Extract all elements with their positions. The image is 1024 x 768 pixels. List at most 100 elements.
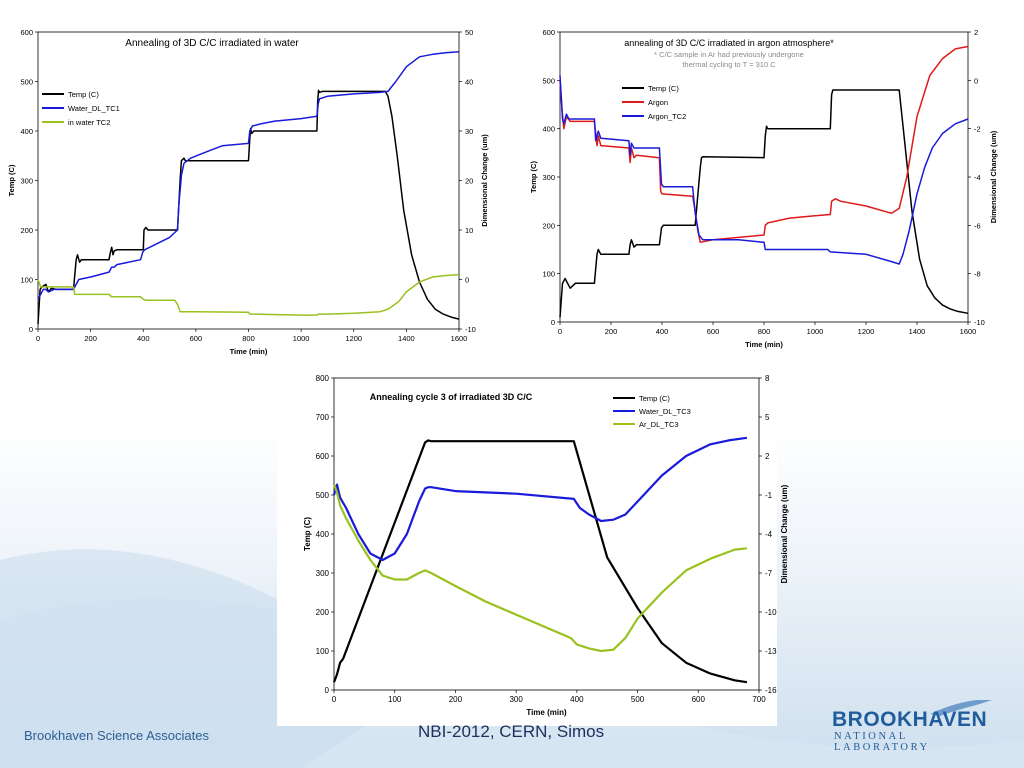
y2-tick-label: -10 [974,318,985,327]
y-tick-label: 600 [316,452,330,461]
y-axis-label: Temp (C) [7,164,16,196]
legend-label: Water_DL_TC1 [68,104,120,113]
y2-tick-label: -16 [765,686,777,695]
y-tick-label: 700 [316,413,330,422]
y2-tick-label: -10 [465,325,476,334]
x-tick-label: 1200 [345,334,362,343]
y-axis-label: Temp (C) [529,161,538,193]
y2-tick-label: -8 [974,270,981,279]
y2-tick-label: -7 [765,569,773,578]
x-tick-label: 1000 [293,334,310,343]
legend-label: Temp (C) [639,394,670,403]
logo-swoosh-icon [930,700,992,716]
y-tick-label: 0 [551,318,555,327]
brookhaven-logo: BROOKHAVEN NATIONAL LABORATORY [830,700,1005,753]
x-tick-label: 700 [752,695,766,704]
y-tick-label: 0 [29,325,33,334]
x-tick-label: 100 [388,695,402,704]
y-axis-label: Temp (C) [303,517,312,551]
y-tick-label: 800 [316,374,330,383]
series-line [559,75,969,265]
y2-tick-label: -1 [765,491,773,500]
x-tick-label: 1000 [807,327,824,336]
x-tick-label: 400 [137,334,150,343]
x-tick-label: 0 [558,327,562,336]
x-axis-label: Time (min) [745,340,783,349]
x-tick-label: 800 [242,334,255,343]
y-tick-label: 500 [20,78,33,87]
plot-area [559,31,969,323]
chart-title: Annealing of 3D C/C irradiated in water [125,38,299,49]
plot-area [37,31,460,330]
y2-tick-label: 5 [765,413,770,422]
legend-label: in water TC2 [68,118,110,127]
y-tick-label: 500 [542,76,555,85]
y2-axis-label: Dimensional Change (um) [480,134,489,227]
series-line [559,89,969,318]
y2-tick-label: 20 [465,177,473,186]
series-line [37,51,460,300]
y2-tick-label: 8 [765,374,770,383]
chart-subtitle-cont: thermal cycling to T = 310 C [682,60,776,69]
series-line [332,484,748,653]
y-tick-label: 100 [20,276,33,285]
y-tick-label: 200 [316,608,330,617]
legend-label: Argon_TC2 [648,112,686,121]
x-tick-label: 300 [509,695,523,704]
y-tick-label: 400 [316,530,330,539]
chart-argon-annealing-svg: 0 200 400 600 800 1000 1200 1400 1600 0 100 200 300 4… [529,28,998,349]
y-tick-label: 400 [542,125,555,134]
chart-argon-annealing: 0 200 400 600 800 1000 1200 1400 1600 0 100 200 300 4… [529,22,1002,353]
y2-tick-label: -10 [765,608,777,617]
y-tick-label: 100 [542,270,555,279]
x-tick-label: 0 [36,334,40,343]
chart-water-annealing: 0 200 400 600 800 1000 1200 1400 1600 0 100 200 300 4… [0,22,489,357]
x-tick-label: 1400 [398,334,415,343]
chart-title: Annealing cycle 3 of irradiated 3D C/C [370,392,533,402]
chart-annealing-cycle-3: 0 100 200 300 400 500 600 700 0 100 200 300 400 500 60… [277,368,789,726]
y-tick-label: 300 [542,173,555,182]
y2-tick-label: -2 [974,125,981,134]
logo-subtitle: NATIONAL LABORATORY [834,731,930,753]
chart-subtitle: * C/C sample in Ar had previously underg… [654,50,804,59]
y2-tick-label: 0 [465,276,469,285]
y-tick-label: 200 [20,226,33,235]
y-tick-label: 300 [20,177,33,186]
y2-tick-label: 40 [465,78,473,87]
x-axis-label: Time (min) [526,708,567,717]
legend-label: Temp (C) [648,84,679,93]
x-tick-label: 200 [84,334,97,343]
legend-label: Temp (C) [68,90,99,99]
x-tick-label: 600 [692,695,706,704]
x-tick-label: 1400 [909,327,926,336]
y-tick-label: 600 [20,28,33,37]
y2-tick-label: 30 [465,127,473,136]
footer-organization: Brookhaven Science Associates [24,728,209,743]
x-tick-label: 400 [570,695,584,704]
legend-label: Water_DL_TC3 [639,407,691,416]
y2-axis-label: Dimensional Change (um) [989,130,998,223]
y-tick-label: 600 [542,28,555,37]
chart-annealing-cycle-3-svg: 0 100 200 300 400 500 600 700 0 100 200 300 400 500 60… [303,374,789,717]
chart-title: annealing of 3D C/C irradiated in argon … [624,38,834,48]
y2-tick-label: 10 [465,226,473,235]
legend-label: Ar_DL_TC3 [639,420,679,429]
series-line [332,439,748,684]
x-tick-label: 600 [190,334,203,343]
x-tick-label: 200 [605,327,618,336]
x-tick-label: 500 [631,695,645,704]
y2-tick-label: -6 [974,221,981,230]
x-axis-label: Time (min) [230,347,268,356]
series-line [332,436,748,562]
y2-tick-label: 50 [465,28,473,37]
y2-tick-label: 2 [765,452,770,461]
y2-tick-label: -4 [765,530,773,539]
footer-citation: NBI-2012, CERN, Simos [418,722,605,741]
x-tick-label: 1200 [858,327,875,336]
x-tick-label: 800 [758,327,771,336]
x-tick-label: 1600 [960,327,977,336]
y2-axis-label: Dimensional Change (um) [780,484,789,583]
logo-wordmark: BROOKHAVEN [832,708,988,731]
plot-area [333,377,760,691]
chart-water-annealing-svg: 0 200 400 600 800 1000 1200 1400 160001002003004… [7,28,489,356]
